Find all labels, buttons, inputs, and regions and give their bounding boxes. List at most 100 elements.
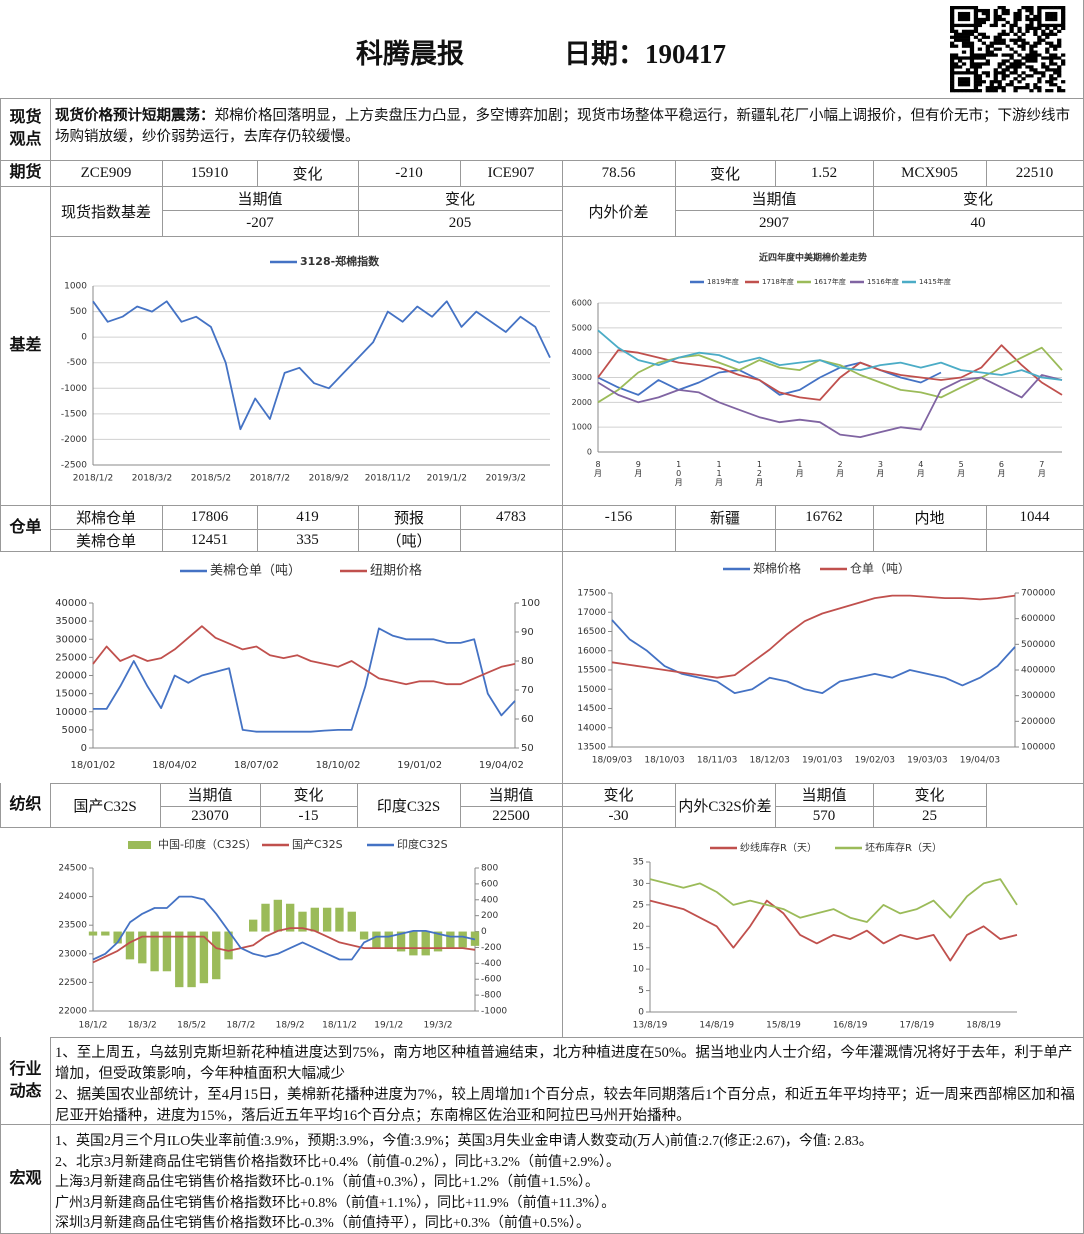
- y-tick-label: 22000: [58, 1007, 87, 1017]
- y-tick-label: 5000: [62, 725, 87, 736]
- warehouse-cell: 郑棉仓单: [50, 505, 163, 530]
- x-tick-label: 6月: [997, 460, 1006, 478]
- y-tick-label: 17000: [577, 608, 606, 618]
- y-tick-label: 5000: [572, 323, 592, 332]
- x-tick-label: 2018/3/2: [132, 474, 172, 484]
- bar: [433, 931, 443, 952]
- warehouse-cell: 17806: [162, 505, 258, 530]
- textile-value: 570: [775, 806, 874, 828]
- series-line: [649, 899, 1018, 962]
- y2-tick-label: 60: [521, 714, 534, 725]
- y2-tick-label: -800: [481, 991, 502, 1001]
- x-tick-label: 2018/11/2: [365, 474, 411, 484]
- bar: [446, 931, 455, 948]
- textile-value: 23070: [160, 806, 261, 828]
- x-tick-label: 18/12/03: [749, 756, 789, 766]
- section-box: [50, 236, 563, 506]
- y-tick-label: 3000: [572, 373, 592, 382]
- bar: [310, 907, 319, 932]
- bar: [421, 931, 430, 956]
- bar: [372, 931, 381, 948]
- warehouse-cell: （吨）: [358, 529, 461, 552]
- legend-label: 1516年度: [867, 277, 899, 286]
- series-line: [611, 619, 1016, 694]
- x-tick-label: 10月: [674, 460, 683, 487]
- y-tick-label: 16000: [577, 646, 606, 656]
- y-tick-label: 1000: [572, 423, 592, 432]
- warehouse-cell: -156: [562, 505, 676, 530]
- legend-label: 印度C32S: [397, 837, 448, 851]
- spread-value: 2907: [675, 210, 874, 237]
- section-box: [50, 551, 563, 784]
- y-tick-label: -2500: [61, 461, 87, 471]
- y2-tick-label: 70: [521, 685, 534, 696]
- y-tick-label: 20000: [55, 671, 87, 682]
- y2-tick-label: 800: [481, 864, 498, 874]
- bar: [175, 931, 184, 988]
- legend-label: 仓单（吨）: [850, 562, 910, 576]
- x-tick-label: 18/04/02: [152, 760, 197, 771]
- spread-label: 内外价差: [562, 186, 676, 237]
- series-line: [597, 374, 1063, 438]
- bar: [138, 931, 147, 964]
- futures-cell: -210: [358, 160, 461, 187]
- y-tick-label: 17500: [577, 589, 606, 599]
- bar: [261, 903, 270, 932]
- legend-label: 坯布库存R（天）: [865, 841, 942, 854]
- bar: [187, 931, 196, 988]
- basis-value: 205: [358, 210, 563, 237]
- spot-view-text: 郑棉价格回落明显，上方卖盘压力凸显，多空博弈加剧；现货市场整体平稳运行，新疆轧花…: [55, 108, 1070, 145]
- warehouse-cell: [873, 529, 987, 552]
- y2-tick-label: 300000: [1021, 691, 1056, 701]
- x-tick-label: 2019/1/2: [427, 474, 467, 484]
- macro-line: 2、北京3月新建商品住宅销售价格指数环比+0.4%（前值-0.2%），同比+3.…: [55, 1154, 620, 1170]
- bar: [273, 899, 283, 932]
- y2-tick-label: 200: [481, 911, 498, 921]
- report-title: 科腾晨报: [356, 38, 464, 69]
- x-tick-label: 8月: [594, 460, 603, 478]
- warehouse-cell: 美棉仓单: [50, 529, 163, 552]
- bar: [199, 931, 209, 984]
- bar: [212, 931, 221, 980]
- x-tick-label: 18/10/02: [316, 760, 361, 771]
- report-date: 日期：190417: [564, 38, 726, 69]
- x-tick-label: 18/8/19: [966, 1021, 1001, 1031]
- x-tick-label: 18/3/2: [128, 1021, 157, 1031]
- macro-line: 深圳3月新建商品住宅销售价格指数环比-0.3%（前值持平），同比+0.3%（前值…: [55, 1216, 590, 1231]
- y2-tick-label: 100: [521, 598, 540, 609]
- x-tick-label: 2018/5/2: [191, 474, 231, 484]
- x-tick-label: 2月: [836, 460, 845, 478]
- y-tick-label: 30000: [55, 634, 87, 645]
- y2-tick-label: -1000: [481, 1007, 507, 1017]
- y2-tick-label: -200: [481, 943, 502, 953]
- x-tick-label: 19/02/03: [855, 756, 895, 766]
- legend-label: 纽期价格: [370, 563, 422, 579]
- warehouse-cell: [775, 529, 874, 552]
- futures-cell: MCX905: [873, 160, 987, 187]
- x-tick-label: 3月: [876, 460, 885, 478]
- section-label: 仓单: [0, 505, 51, 552]
- series-line: [92, 625, 516, 686]
- y2-tick-label: 600: [481, 879, 498, 889]
- x-tick-label: 19/01/02: [397, 760, 442, 771]
- textile-header: 当期值: [160, 783, 261, 807]
- x-tick-label: 18/11/2: [322, 1021, 357, 1031]
- x-tick-label: 2018/7/2: [250, 474, 290, 484]
- section-label: 期货: [0, 160, 51, 187]
- x-tick-label: 18/09/03: [592, 756, 632, 766]
- x-tick-label: 14/8/19: [699, 1021, 734, 1031]
- y-tick-label: 0: [587, 448, 592, 457]
- basis-value: -207: [162, 210, 359, 237]
- x-tick-label: 13/8/19: [633, 1021, 668, 1031]
- x-tick-label: 12月: [755, 460, 764, 487]
- y-tick-label: -1000: [61, 384, 87, 394]
- series-line: [597, 344, 1063, 401]
- legend-label: 美棉仓单（吨）: [210, 564, 301, 579]
- y-tick-label: 24500: [58, 864, 87, 874]
- legend-label: 中国-印度（C32S）: [158, 837, 257, 851]
- x-tick-label: 18/07/02: [234, 760, 279, 771]
- legend-label: 郑棉价格: [753, 561, 801, 576]
- y-tick-label: -1500: [61, 409, 87, 419]
- x-tick-label: 5月: [957, 460, 966, 478]
